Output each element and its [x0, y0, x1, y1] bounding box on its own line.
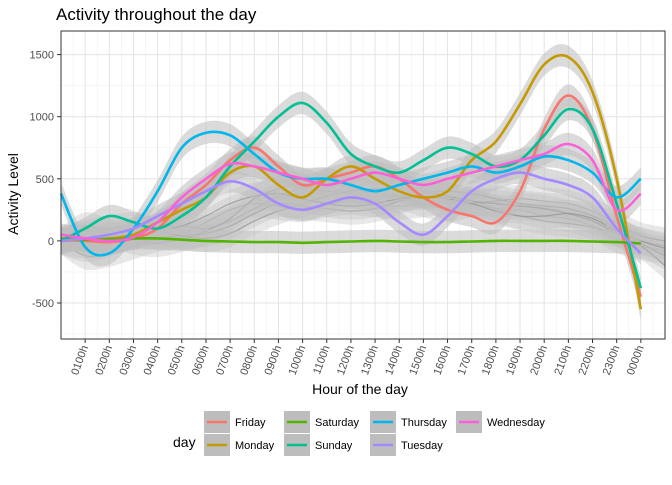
legend-label: Thursday — [401, 417, 447, 429]
x-tick-label: 0000h — [625, 344, 647, 377]
x-tick-label: 1700h — [456, 344, 478, 377]
x-axis-title: Hour of the day — [312, 381, 408, 397]
legend-label: Wednesday — [487, 417, 545, 429]
legend-title: day — [173, 434, 196, 450]
y-tick-label: 1500 — [30, 50, 54, 62]
x-tick-label: 1800h — [480, 344, 502, 377]
x-tick-label: 0800h — [238, 344, 260, 377]
y-axis-title: Activity Level — [5, 153, 21, 235]
legend: day Friday Monday Saturday Sunday Thursday Tue… — [173, 411, 545, 456]
x-tick-label: 0500h — [166, 344, 188, 377]
x-tick-label: 0400h — [142, 344, 164, 377]
series-line-wednesday — [60, 142, 642, 243]
x-tick-label: 0200h — [93, 344, 115, 377]
x-tick-label: 0900h — [263, 344, 285, 377]
x-tick-label: 0300h — [118, 344, 140, 377]
x-tick-label: 1900h — [504, 344, 526, 377]
panel-border — [60, 30, 666, 340]
legend-label: Saturday — [315, 417, 360, 429]
y-tick-label: 1000 — [30, 112, 54, 124]
x-tick-label: 1300h — [359, 344, 381, 377]
x-tick-label: 1100h — [311, 344, 332, 376]
series-line-thursday — [59, 130, 642, 257]
x-tick-label: 1200h — [335, 344, 357, 377]
x-tick-label: 2200h — [577, 344, 599, 377]
x-tick-label: 0600h — [190, 344, 212, 377]
x-tick-label: 2000h — [528, 344, 550, 377]
legend-label: Tuesday — [401, 440, 443, 452]
x-tick-label: 0100h — [69, 344, 91, 377]
y-tick-label: 0 — [48, 236, 54, 248]
x-tick-label: 2300h — [601, 344, 623, 377]
x-tick-label: 1500h — [407, 344, 429, 377]
series-line-tuesday — [60, 171, 642, 255]
x-tick-label: 1600h — [432, 344, 454, 377]
legend-label: Friday — [235, 417, 266, 429]
x-tick-label: 1400h — [383, 344, 405, 377]
plot-panel: -500 0 500 1000 1500 0100h 0200h 0300h 0400h 0500… — [30, 30, 666, 377]
y-tick-label: 500 — [36, 174, 54, 186]
x-tick-label: 1000h — [287, 344, 309, 377]
band-sunday — [61, 91, 641, 300]
series-line-sunday — [60, 101, 643, 289]
x-tick-label: 2100h — [552, 344, 574, 377]
series-line-saturday — [60, 236, 641, 245]
legend-label: Sunday — [315, 440, 353, 452]
legend-label: Monday — [235, 440, 275, 452]
x-tick-label: 0700h — [214, 344, 236, 377]
band-wednesday — [61, 132, 641, 253]
y-tick-label: -500 — [32, 298, 54, 310]
chart-title: Activity throughout the day — [56, 5, 257, 24]
